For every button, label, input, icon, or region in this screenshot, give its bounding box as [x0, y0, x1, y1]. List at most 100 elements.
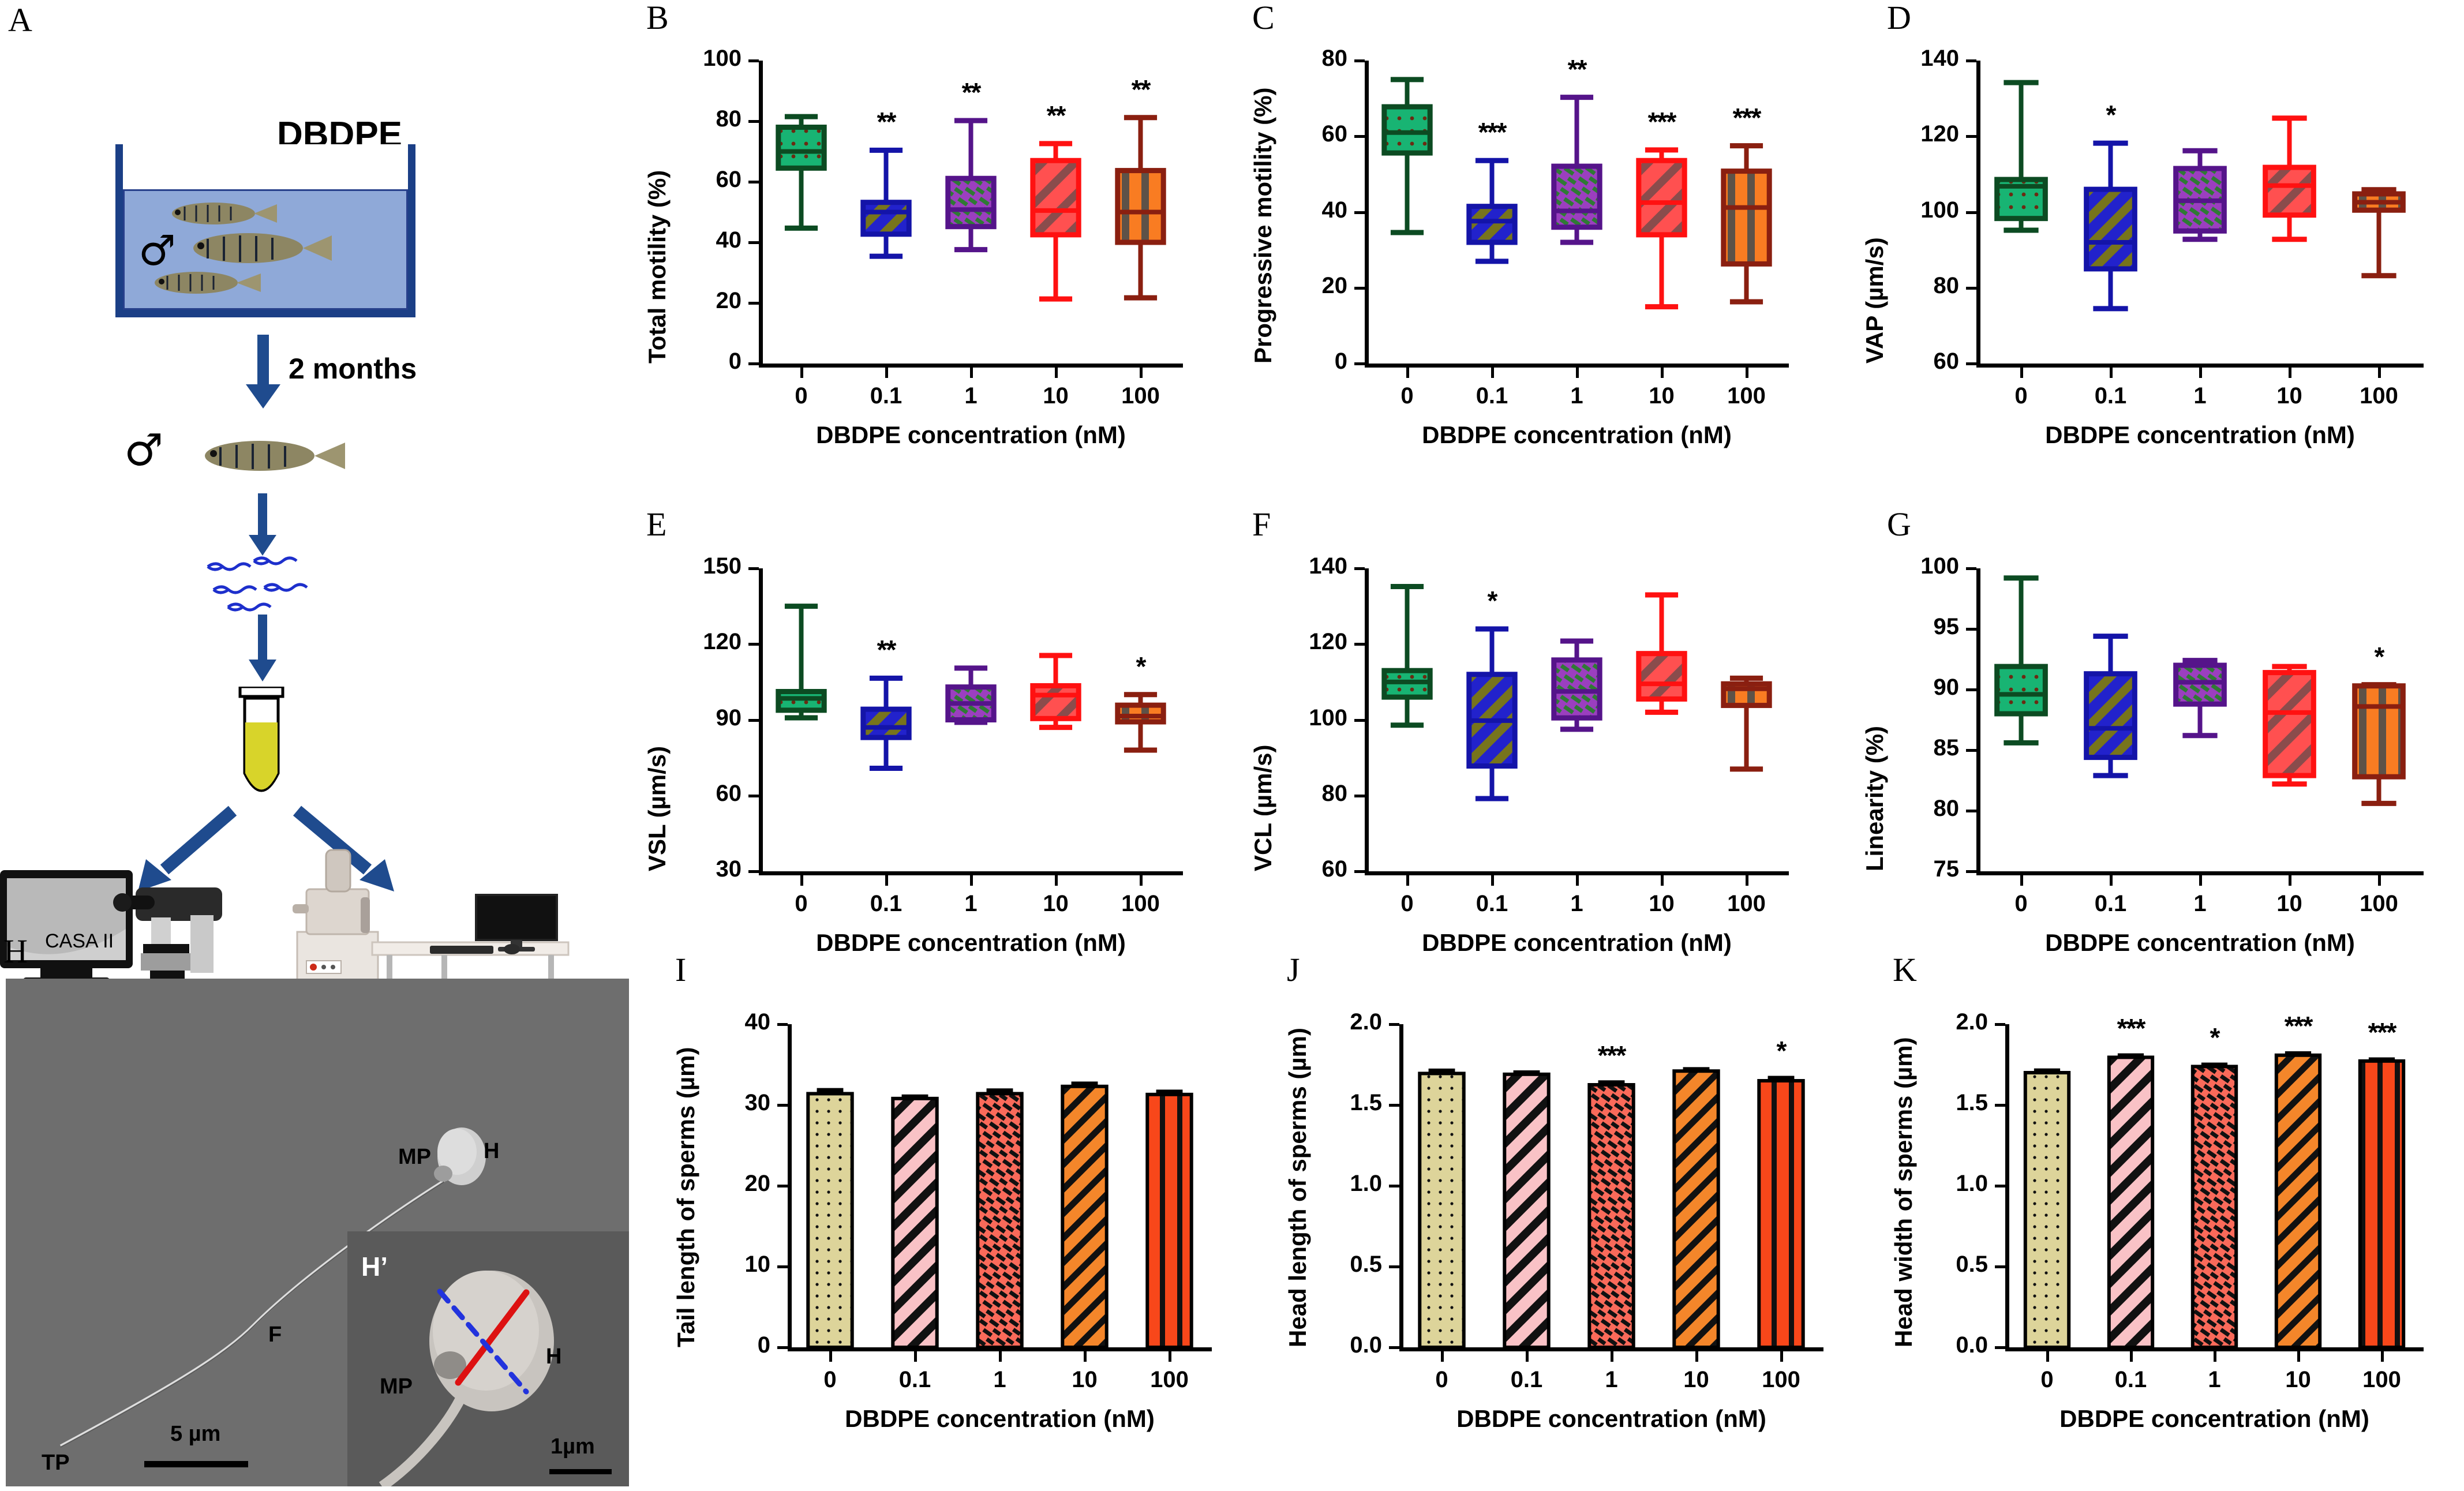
y-axis-label: Head width of sperms (µm) [1890, 1037, 1917, 1347]
x-axis-label: DBDPE concentration (nM) [1456, 1405, 1766, 1432]
x-axis-label: DBDPE concentration (nM) [816, 929, 1126, 956]
x-tick-label: 100 [2360, 383, 2398, 409]
x-tick-label: 100 [2362, 1367, 2401, 1392]
x-tick-label: 0 [2014, 891, 2028, 916]
x-tick-label: 10 [1649, 891, 1675, 916]
x-tick [2288, 875, 2291, 886]
x-axis-label: DBDPE concentration (nM) [845, 1405, 1155, 1432]
duration-label: 2 months [289, 353, 417, 385]
x-axis-label: DBDPE concentration (nM) [1422, 929, 1732, 956]
y-tick-label: 80 [1933, 272, 1960, 298]
y-axis [2005, 1024, 2009, 1347]
panel-g-chart: G 75 80 85 90 95 100 Linearity (%) 0 0.1 1 10 100 DBD… [1829, 508, 2464, 956]
sem-label-tailpiece: TP [42, 1451, 70, 1475]
x-tick [800, 368, 803, 378]
x-axis-label: DBDPE concentration (nM) [1422, 421, 1732, 448]
panel-k-chart: K 0.0 0.5 1.0 1.5 2.0 Head width of sperms (µm… [1858, 946, 2464, 1491]
y-tick-label: 1.0 [1956, 1171, 1988, 1196]
y-tick [1995, 1346, 2005, 1349]
y-tick-label: 60 [1321, 121, 1348, 147]
x-tick [2199, 368, 2202, 378]
panel-letter-e: E [646, 505, 667, 543]
significance-marker: *** [1597, 1040, 1627, 1070]
inset-label-midpiece: MP [380, 1374, 413, 1399]
x-tick-label: 100 [1727, 891, 1766, 916]
x-tick [800, 875, 803, 886]
y-axis-label: Total motility (%) [643, 170, 671, 364]
x-tick-label: 1 [2193, 891, 2207, 916]
x-tick-label: 1 [1570, 383, 1583, 409]
x-tick [1168, 1351, 1171, 1362]
x-tick-label: 100 [1121, 383, 1160, 409]
x-tick [1660, 368, 1664, 378]
x-tick-label: 0.1 [2114, 1367, 2147, 1392]
x-axis [1365, 364, 1789, 368]
x-tick-label: 0 [2014, 383, 2028, 409]
y-axis [1365, 568, 1369, 871]
sperm-cells-icon [207, 556, 308, 612]
y-tick [748, 794, 759, 797]
x-tick-label: 1 [1570, 891, 1583, 916]
x-tick-label: 0 [1400, 891, 1414, 916]
sem-label-head: H [484, 1139, 500, 1163]
zebrafish-icon [172, 203, 277, 224]
x-tick [2046, 1351, 2049, 1362]
x-tick-label: 0 [1400, 383, 1414, 409]
male-symbol: ♂ [124, 424, 164, 475]
arrow-down-icon [249, 615, 276, 681]
y-tick [777, 1023, 788, 1026]
x-tick-label: 0.1 [2094, 891, 2127, 916]
x-tick [1660, 875, 1664, 886]
x-axis [788, 1347, 1212, 1351]
significance-marker: ** [1567, 54, 1587, 84]
significance-marker: * [2374, 641, 2385, 672]
panel-letter-k: K [1893, 951, 1917, 988]
y-tick-label: 80 [1321, 46, 1348, 71]
scalebar-label-inset: 1µm [551, 1434, 595, 1459]
y-tick [748, 362, 759, 365]
y-tick [748, 718, 759, 722]
y-tick-label: 60 [1321, 856, 1348, 882]
y-tick [1995, 1023, 2005, 1026]
y-tick [1389, 1185, 1399, 1187]
x-tick-label: 0 [795, 383, 808, 409]
y-tick [1966, 135, 1976, 138]
y-axis [1976, 61, 1980, 364]
y-axis-label: Linearity (%) [1861, 725, 1888, 871]
y-tick [1354, 870, 1365, 873]
x-tick-label: 10 [1043, 891, 1069, 916]
panel-letter-a: A [8, 1, 32, 39]
light-microscope-icon [0, 870, 222, 1009]
x-tick [1054, 875, 1058, 886]
x-tick-label: 0 [2040, 1367, 2054, 1392]
y-tick-label: 120 [1309, 629, 1347, 655]
x-tick [1491, 875, 1494, 886]
y-tick-label: 120 [703, 629, 742, 655]
x-tick [1054, 368, 1058, 378]
y-tick-label: 0.5 [1350, 1252, 1382, 1277]
significance-marker: ** [1046, 100, 1066, 130]
panel-e-chart: E 30 60 90 120 150 VSL (µm/s) 0 0.1 1 10 100 DBDPE c… [612, 505, 1223, 956]
sem-label-flagellum: F [268, 1323, 282, 1347]
y-tick [748, 120, 759, 123]
y-axis-label: VCL (µm/s) [1249, 744, 1276, 871]
y-tick [748, 643, 759, 646]
x-axis [1976, 364, 2424, 368]
y-tick-label: 100 [703, 46, 742, 71]
y-tick [1966, 362, 1976, 365]
x-tick [2288, 368, 2291, 378]
x-tick-label: 0.1 [1476, 383, 1508, 409]
y-tick-label: 0.0 [1956, 1332, 1988, 1358]
x-tick [2129, 1351, 2133, 1362]
y-axis [1399, 1024, 1403, 1347]
y-axis [1976, 568, 1980, 871]
zebrafish-icon [193, 233, 332, 263]
x-tick-label: 0 [1435, 1367, 1448, 1392]
significance-marker: ** [877, 635, 897, 665]
y-tick [777, 1185, 788, 1187]
y-tick-label: 0.0 [1350, 1332, 1382, 1358]
x-tick-label: 1 [1605, 1367, 1618, 1392]
significance-marker: * [2106, 100, 2117, 130]
x-tick-label: 0 [795, 891, 808, 916]
y-axis [759, 61, 763, 364]
